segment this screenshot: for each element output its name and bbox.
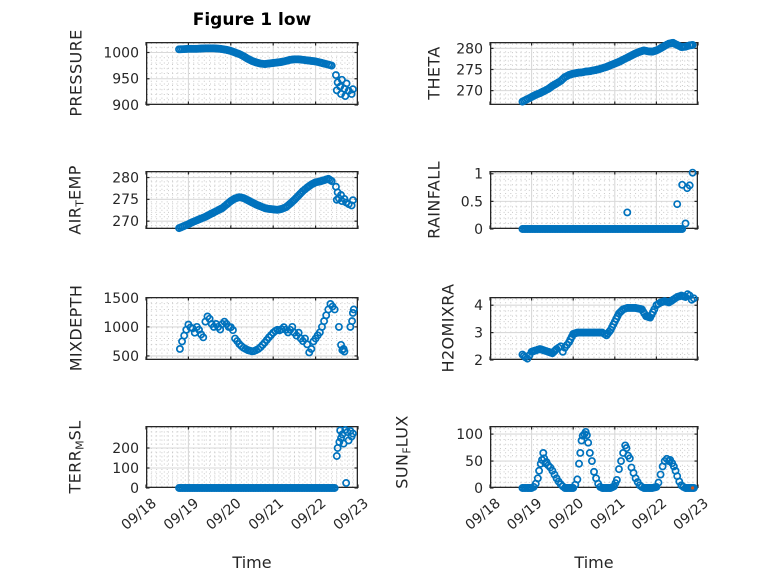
y-tick-label: 270 <box>456 84 483 100</box>
ylabel-theta: THETA <box>424 46 444 100</box>
accent-dot <box>690 486 695 490</box>
y-tick-label: 1500 <box>103 291 139 307</box>
minor-grid <box>147 427 357 487</box>
data-series <box>518 427 698 492</box>
x-tick-label: 09/18 <box>119 495 160 533</box>
x-tick-label: 09/22 <box>629 495 670 533</box>
theta-plot-area: 270 275 280 <box>456 38 699 106</box>
major-grid <box>147 298 357 359</box>
x-tick-label: 09/20 <box>203 495 244 533</box>
y-tick-label: 1000 <box>103 320 139 336</box>
ylabel-terr-msl: TERRMSL <box>65 420 87 494</box>
x-tick-label: 09/21 <box>587 495 628 533</box>
ylabel-h2omixra: H2OMIXRA <box>438 283 458 373</box>
terr-msl-plot-area: 0 100 200 09/18 09/19 09/20 09/21 09/22 09/23 <box>112 425 372 534</box>
tick-labels: 900 950 1000 <box>103 45 139 114</box>
ylabel-sun-flux: SUNFLUX <box>392 415 414 489</box>
y-tick-label: 275 <box>112 192 139 208</box>
y-tick-label: 950 <box>112 72 139 88</box>
x-tick-label: 09/19 <box>161 495 202 533</box>
sun-flux-plot-area: 0 50 100 09/18 09/19 09/20 09/21 09/22 09/23 <box>456 425 712 534</box>
h2omixra-plot-area: 2 3 4 <box>474 290 699 369</box>
x-tick-label: 09/18 <box>463 495 504 533</box>
tick-labels: 00.51 <box>461 167 483 238</box>
air-temp-plot-area: 270 275 280 <box>112 170 359 233</box>
minor-grid <box>491 172 697 228</box>
data-series <box>175 426 357 492</box>
y-tick-label: 2 <box>474 353 483 369</box>
x-tick-label: 09/23 <box>671 495 712 533</box>
minor-grid <box>491 298 697 359</box>
subplot-pressure: 900 950 1000 <box>103 41 359 114</box>
axes-box <box>145 41 359 106</box>
y-tick-label: 275 <box>456 62 483 78</box>
minor-grid <box>147 172 357 228</box>
axes-box <box>489 296 699 361</box>
x-tick-label: 09/22 <box>288 495 329 533</box>
rainfall-plot-area: 00.51 <box>461 167 699 238</box>
y-tick-label: 500 <box>112 349 139 365</box>
y-tick-label: 4 <box>474 298 483 314</box>
axes-box <box>489 41 699 106</box>
data-series <box>518 290 698 363</box>
y-tick-label: 280 <box>112 170 139 186</box>
y-tick-label: 200 <box>112 441 139 457</box>
ylabel-mixdepth: MIXDEPTH <box>66 284 86 372</box>
major-grid <box>491 172 697 228</box>
subplot-h2omixra: 2 3 4 <box>474 290 699 369</box>
tick-labels: 2 3 4 <box>474 298 483 369</box>
tick-labels: 500 1000 1500 <box>103 291 139 365</box>
xaxis-label-right: Time <box>574 553 614 572</box>
pressure-plot-area: 900 950 1000 <box>103 41 359 114</box>
subplot-sun-flux: 0 50 100 09/18 09/19 09/20 09/21 09/22 09/23 <box>456 425 712 534</box>
subplot-mixdepth: 500 1000 1500 <box>103 291 359 365</box>
major-grid <box>147 427 357 487</box>
minor-grid <box>491 427 697 487</box>
subplot-air-temp: 270 275 280 <box>112 170 359 233</box>
major-grid <box>147 43 357 104</box>
y-tick-label: 0.5 <box>461 194 483 210</box>
data-series <box>175 300 358 357</box>
subplot-theta: 270 275 280 <box>456 38 699 106</box>
y-tick-label: 280 <box>456 41 483 57</box>
data-series <box>518 168 697 233</box>
y-tick-label: 270 <box>112 214 139 230</box>
y-tick-label: 100 <box>456 427 483 443</box>
x-tick-label: 09/20 <box>546 495 587 533</box>
data-series <box>175 174 357 233</box>
major-grid <box>491 427 697 487</box>
ylabel-rainfall: RAINFALL <box>424 161 444 239</box>
y-tick-label: 900 <box>112 98 139 114</box>
y-tick-label: 1000 <box>103 45 139 61</box>
figure-title: Figure 1 low <box>192 10 312 30</box>
ylabel-pressure: PRESSURE <box>66 29 86 117</box>
x-tick-label: 09/21 <box>246 495 287 533</box>
y-tick-label: 50 <box>465 454 483 470</box>
xaxis-label-left: Time <box>232 553 272 572</box>
y-tick-label: 0 <box>474 481 483 497</box>
y-tick-label: 0 <box>130 481 139 497</box>
y-tick-label: 1 <box>474 167 483 183</box>
tick-labels: 270 275 280 <box>112 170 139 230</box>
x-tick-label: 09/19 <box>504 495 545 533</box>
subplot-terr-msl: 0 100 200 09/18 09/19 09/20 09/21 09/22 09/23 <box>112 425 372 534</box>
subplot-rainfall: 0 0.5 1 <box>461 167 699 238</box>
y-tick-label: 0 <box>474 222 483 238</box>
axes-box <box>145 296 359 361</box>
tick-labels: 270 275 280 <box>456 41 483 99</box>
y-tick-label: 3 <box>474 326 483 342</box>
y-tick-label: 100 <box>112 461 139 477</box>
mixdepth-plot-area: 500 1000 1500 <box>103 291 359 365</box>
data-series <box>175 44 357 101</box>
x-tick-label: 09/23 <box>331 495 372 533</box>
axes-box <box>145 170 359 230</box>
ylabel-air-temp: AIRTEMP <box>65 165 87 235</box>
data-series <box>518 38 697 106</box>
